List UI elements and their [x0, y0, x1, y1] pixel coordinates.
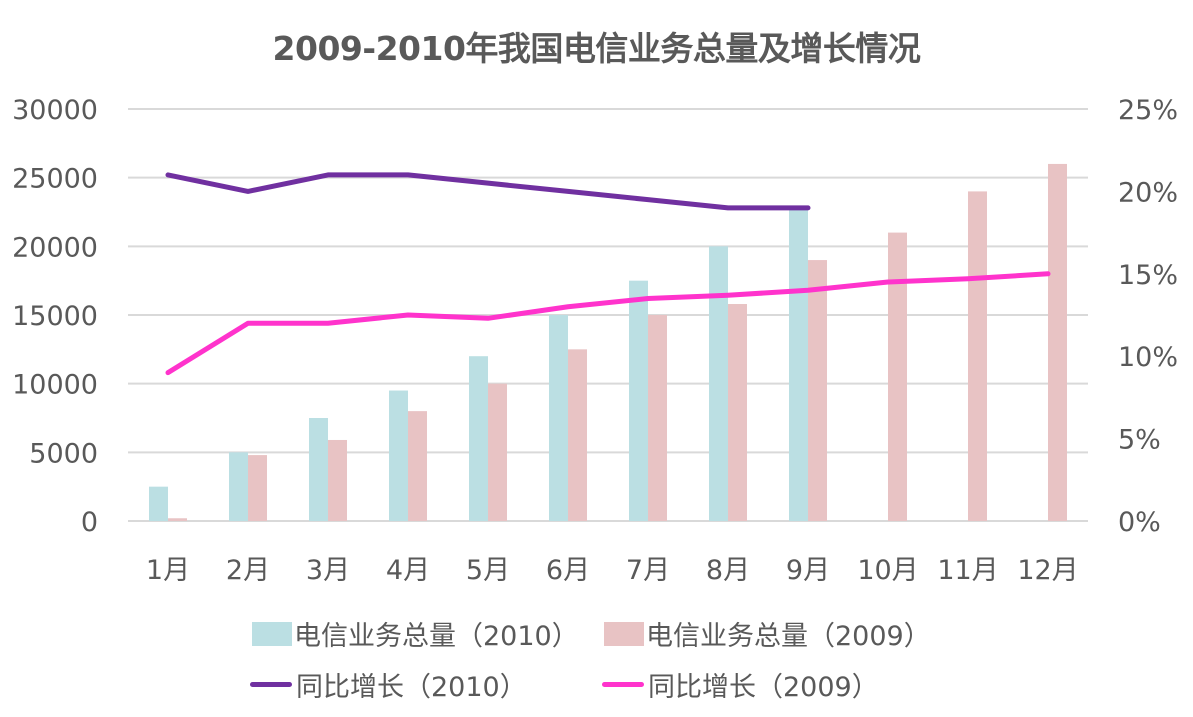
y-right-tick-label: 20% [1118, 177, 1178, 208]
bar-2009 [1048, 163, 1067, 521]
x-tick-label: 1月 [146, 555, 190, 586]
legend-swatch-bar-2009 [604, 621, 644, 646]
gridlines [128, 108, 1088, 522]
y-left-tick-label: 10000 [12, 370, 98, 401]
bar-2009 [488, 383, 507, 521]
bar-2010 [389, 390, 408, 521]
bar-2010 [149, 486, 168, 521]
legend-item-bar-2010[interactable]: 电信业务总量（2010） [252, 614, 579, 653]
legend-label: 同比增长（2009） [648, 672, 879, 703]
bar-2010 [229, 452, 248, 521]
x-axis: 1月 2月 3月 4月 5月 6月 7月 8月 9月 10月 11月 12月 [146, 555, 1079, 586]
x-tick-label: 11月 [937, 555, 998, 586]
legend-swatch-bar-2010 [252, 621, 292, 646]
x-tick-label: 3月 [306, 555, 350, 586]
legend-item-bar-2009[interactable]: 电信业务总量（2009） [604, 614, 931, 653]
line-growth-2009 [165, 271, 1051, 376]
bars [149, 163, 1067, 522]
y-right-tick-label: 25% [1118, 95, 1178, 126]
y-left-tick-label: 30000 [12, 95, 98, 126]
bar-2009 [728, 304, 747, 521]
bar-2009 [328, 439, 347, 521]
x-tick-label: 8月 [706, 555, 750, 586]
legend-label: 电信业务总量（2009） [646, 621, 931, 652]
legend-item-line-2010[interactable]: 同比增长（2010） [250, 665, 527, 704]
legend-swatch-line-2010 [250, 682, 292, 687]
x-tick-label: 7月 [626, 555, 670, 586]
bar-2009 [808, 260, 827, 521]
bar-2010 [469, 356, 488, 521]
bar-2009 [248, 455, 267, 521]
y-left-tick-label: 25000 [12, 164, 98, 195]
x-tick-label: 2月 [226, 555, 270, 586]
y-left-tick-label: 20000 [12, 232, 98, 263]
y-left-tick-label: 5000 [29, 438, 98, 469]
bar-2009 [168, 518, 187, 521]
legend-label: 同比增长（2010） [296, 672, 527, 703]
bar-2010 [549, 315, 568, 521]
y-left-tick-label: 15000 [12, 301, 98, 332]
y-right-tick-label: 5% [1118, 425, 1161, 456]
bar-2010 [629, 280, 648, 521]
legend-swatch-line-2009 [602, 682, 644, 687]
bar-2010 [709, 246, 728, 522]
bar-2009 [408, 411, 427, 521]
bar-2009 [568, 349, 587, 521]
line-growth-2010 [165, 172, 811, 211]
bar-2009 [648, 315, 667, 521]
x-tick-label: 12月 [1017, 555, 1078, 586]
lines [165, 172, 1051, 376]
y-axis-left: 0 5000 10000 15000 20000 25000 30000 [12, 95, 98, 538]
legend-item-line-2009[interactable]: 同比增长（2009） [602, 665, 879, 704]
bar-2009 [888, 232, 907, 521]
x-tick-label: 4月 [386, 555, 430, 586]
x-tick-label: 10月 [857, 555, 918, 586]
chart-title: 2009-2010年我国电信业务总量及增长情况 [272, 29, 921, 68]
y-left-tick-label: 0 [81, 507, 98, 538]
legend-label: 电信业务总量（2010） [294, 621, 579, 652]
y-right-tick-label: 0% [1118, 507, 1161, 538]
x-tick-label: 5月 [466, 555, 510, 586]
y-axis-right: 0% 5% 10% 15% 20% 25% [1118, 95, 1178, 538]
x-tick-label: 9月 [786, 555, 830, 586]
bar-2010 [309, 418, 328, 521]
bar-2010 [789, 207, 808, 521]
y-right-tick-label: 15% [1118, 260, 1178, 291]
x-tick-label: 6月 [546, 555, 590, 586]
bar-2009 [968, 191, 987, 521]
y-right-tick-label: 10% [1118, 342, 1178, 373]
